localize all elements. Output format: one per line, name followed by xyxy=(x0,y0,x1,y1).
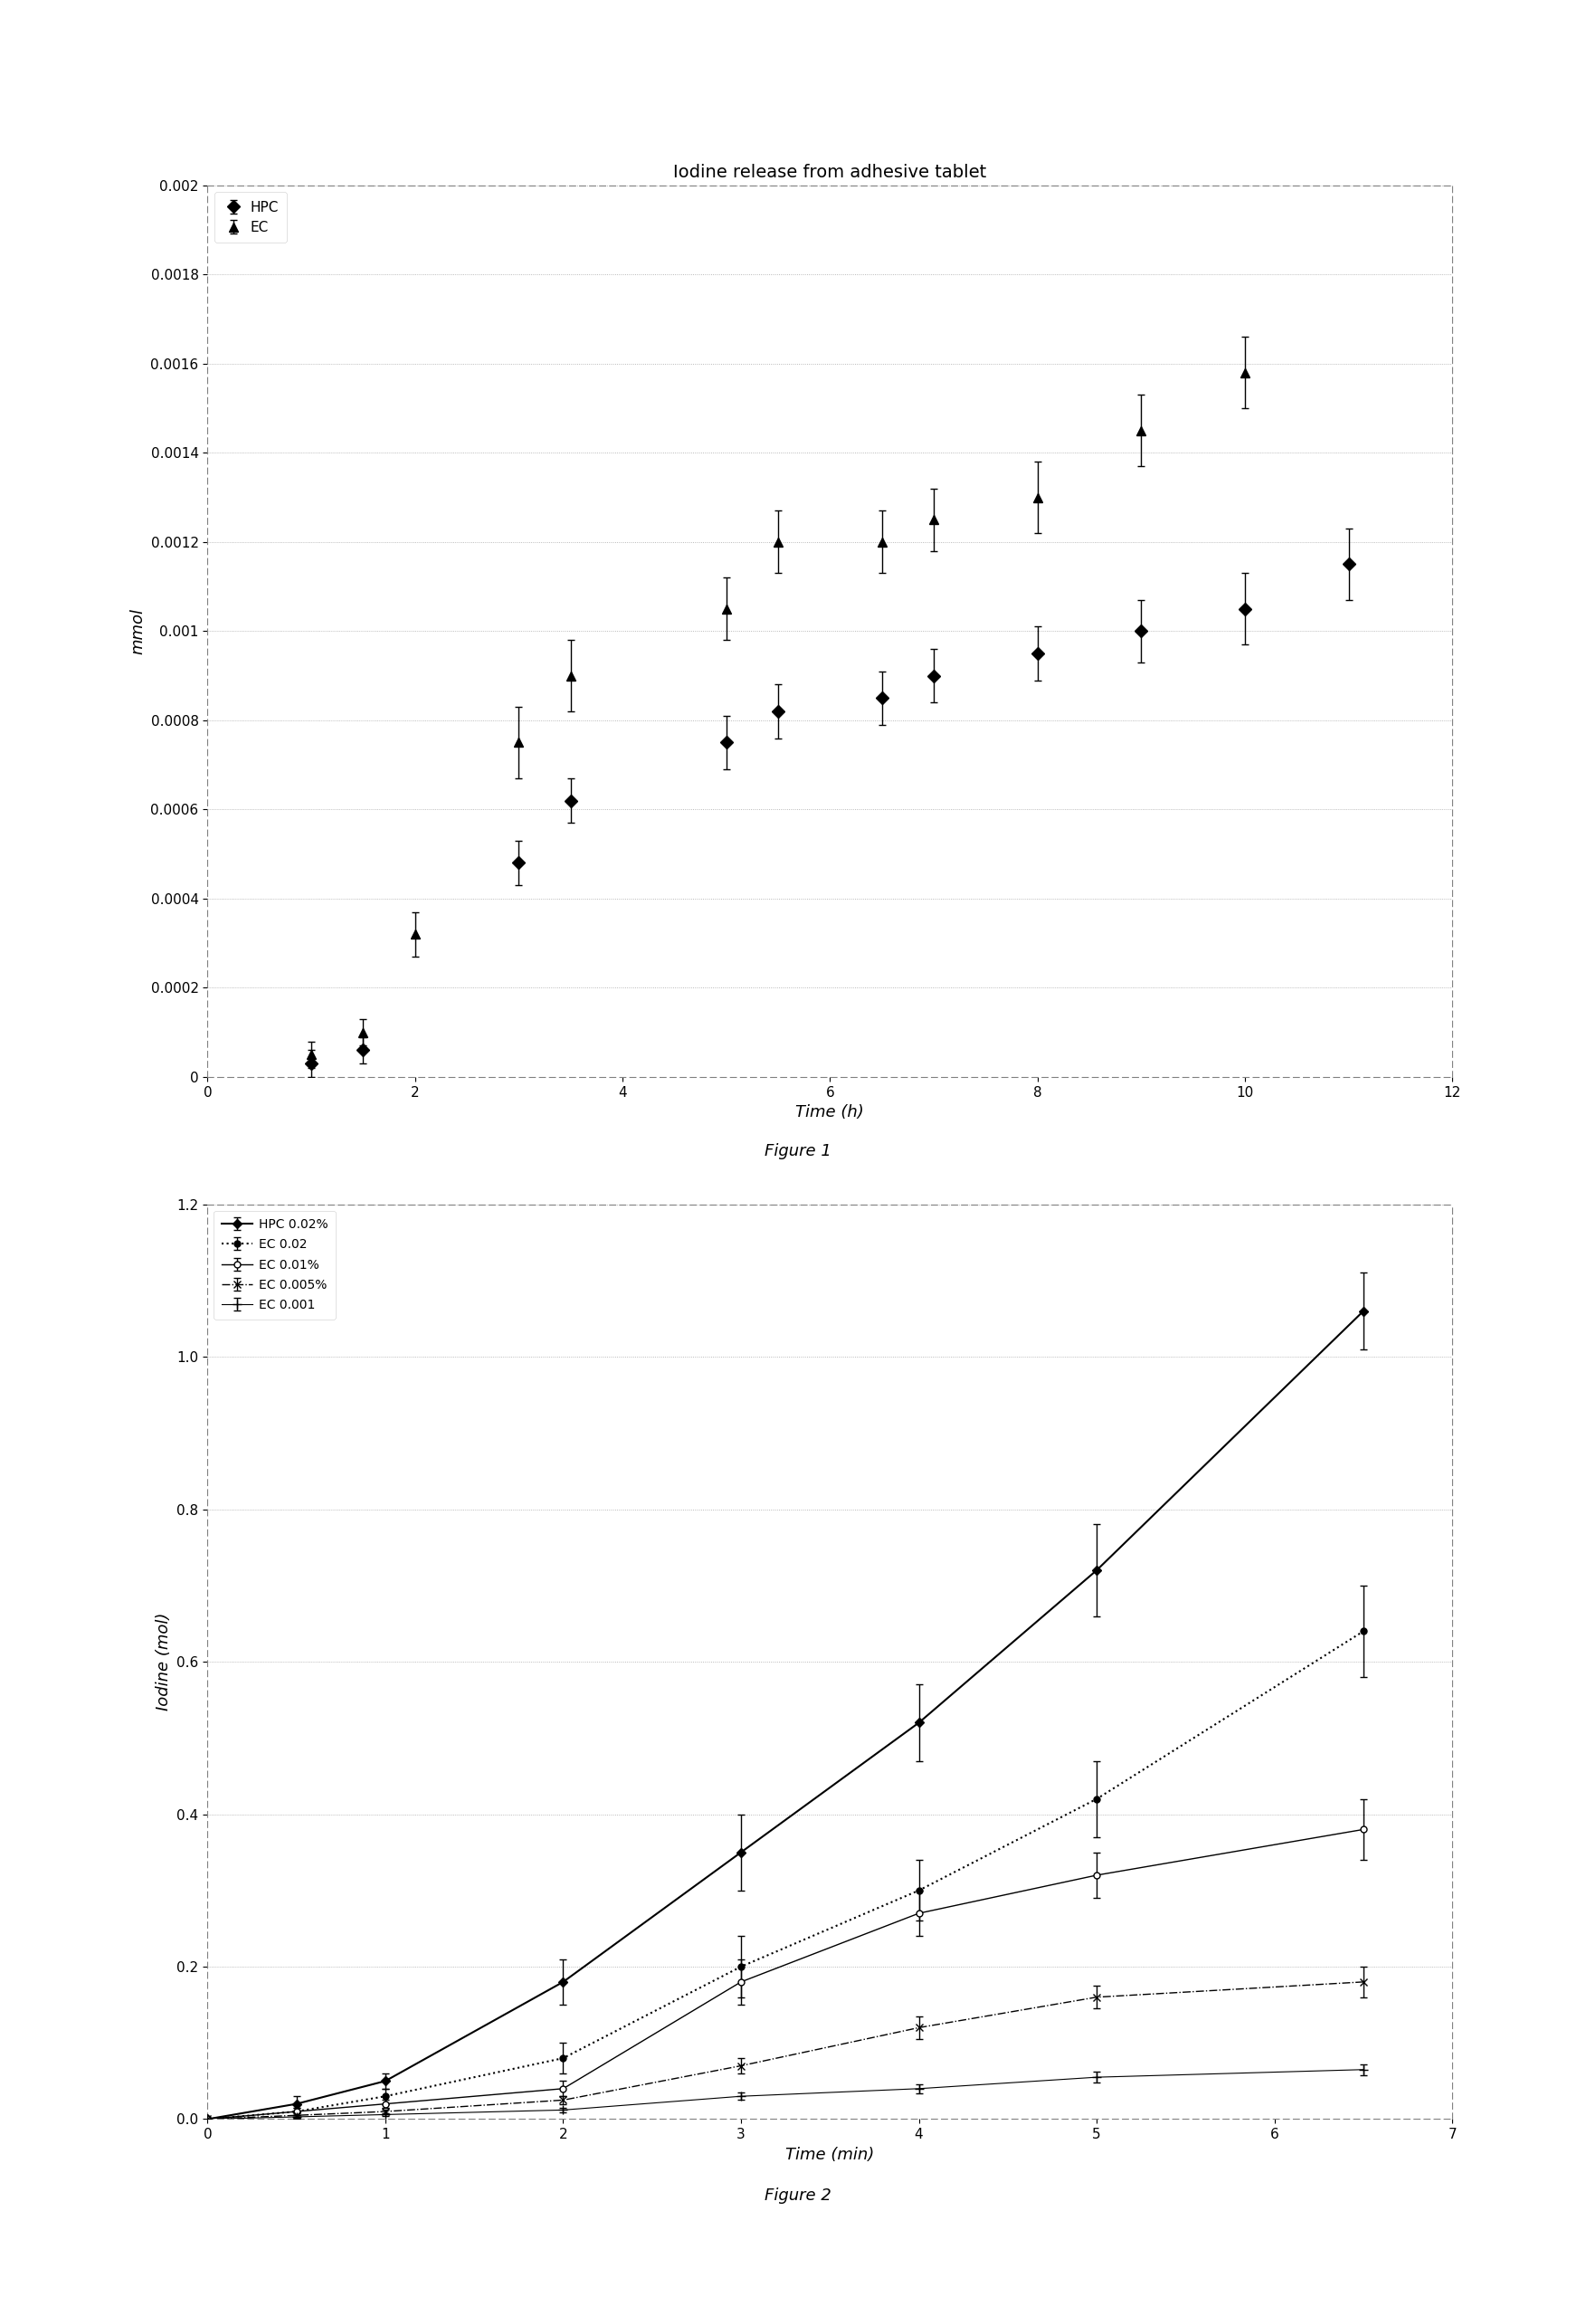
Title: Iodine release from adhesive tablet: Iodine release from adhesive tablet xyxy=(674,164,986,181)
Legend: HPC 0.02%, EC 0.02, EC 0.01%, EC 0.005%, EC 0.001: HPC 0.02%, EC 0.02, EC 0.01%, EC 0.005%,… xyxy=(214,1211,335,1320)
Text: Figure 1: Figure 1 xyxy=(764,1142,832,1160)
X-axis label: Time (h): Time (h) xyxy=(796,1105,863,1121)
X-axis label: Time (min): Time (min) xyxy=(785,2147,875,2163)
Legend: HPC, EC: HPC, EC xyxy=(214,192,287,243)
Y-axis label: mmol: mmol xyxy=(129,609,145,653)
Text: Figure 2: Figure 2 xyxy=(764,2186,832,2205)
Y-axis label: Iodine (mol): Iodine (mol) xyxy=(155,1612,172,1712)
